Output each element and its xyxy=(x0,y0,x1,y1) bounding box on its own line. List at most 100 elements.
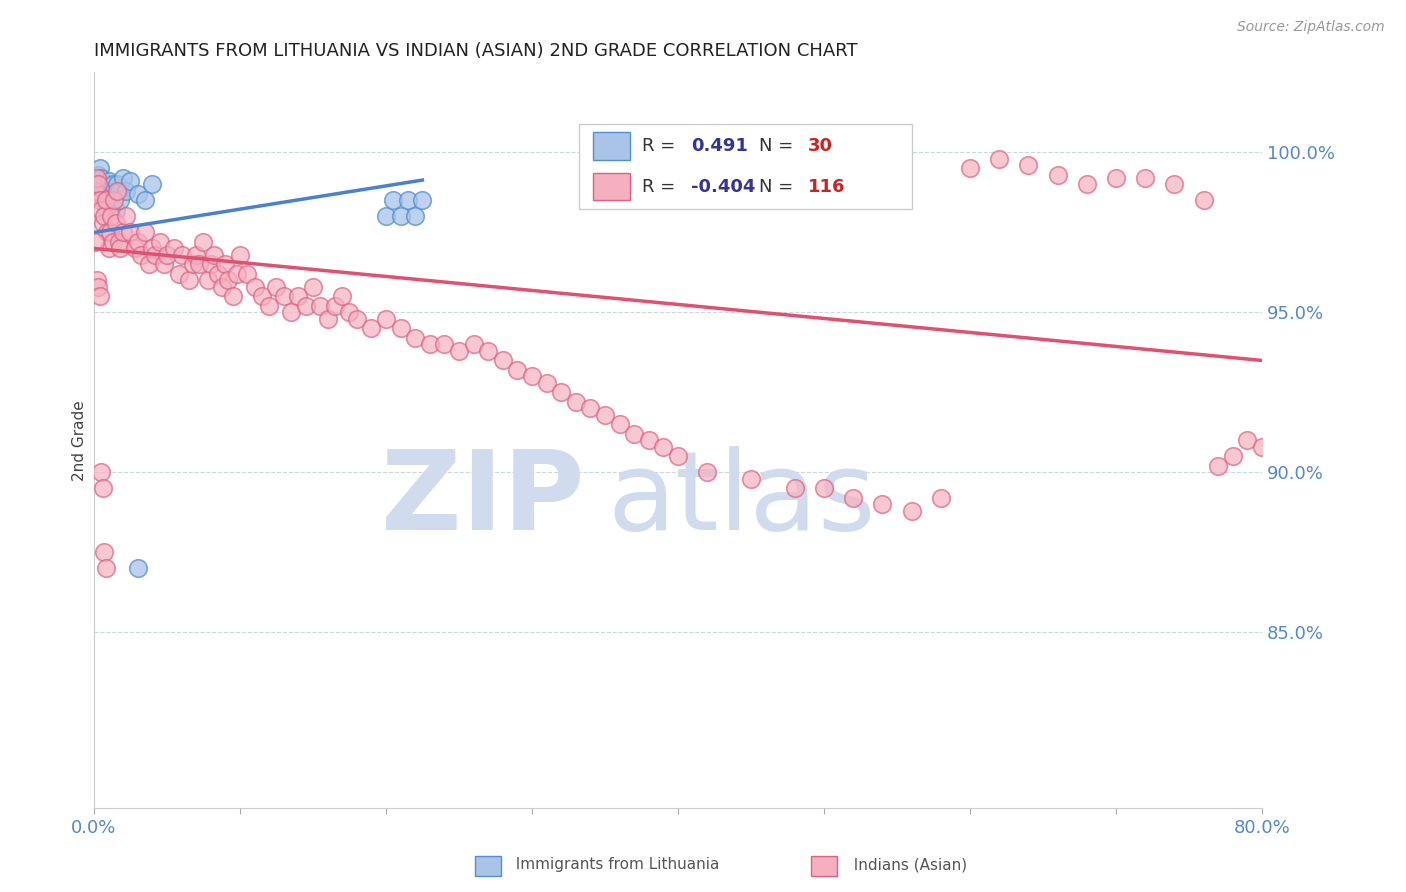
Point xyxy=(86,171,108,186)
Point xyxy=(134,226,156,240)
Point xyxy=(637,434,659,448)
Point xyxy=(257,299,280,313)
Point xyxy=(1163,178,1185,192)
Point xyxy=(94,194,117,208)
Point xyxy=(1251,440,1274,454)
Point xyxy=(124,242,146,256)
Point xyxy=(813,482,835,496)
Text: N =: N = xyxy=(758,137,799,155)
Point xyxy=(96,226,118,240)
Point xyxy=(97,242,120,256)
Point xyxy=(170,248,193,262)
Point xyxy=(1236,434,1258,448)
Point xyxy=(652,440,675,454)
Point xyxy=(226,267,249,281)
Point xyxy=(411,194,433,208)
Point xyxy=(1105,171,1128,186)
Point xyxy=(101,235,124,249)
Y-axis label: 2nd Grade: 2nd Grade xyxy=(72,400,87,481)
Point xyxy=(89,194,111,208)
Point xyxy=(374,210,396,224)
Point xyxy=(115,210,138,224)
Point xyxy=(143,248,166,262)
Point xyxy=(330,289,353,303)
Point xyxy=(105,184,128,198)
Point xyxy=(91,482,114,496)
Point xyxy=(404,331,426,345)
Point xyxy=(236,267,259,281)
Point xyxy=(447,343,470,358)
Point xyxy=(550,385,572,400)
Point xyxy=(188,257,211,271)
Point xyxy=(112,226,135,240)
Point xyxy=(579,401,602,416)
Point xyxy=(167,267,190,281)
Point xyxy=(214,257,236,271)
Point xyxy=(181,257,204,271)
Point xyxy=(266,280,288,294)
Point xyxy=(1133,171,1156,186)
Text: atlas: atlas xyxy=(607,446,876,553)
Point xyxy=(988,152,1011,166)
Point xyxy=(492,353,515,368)
Point xyxy=(433,337,456,351)
Point xyxy=(120,174,142,188)
Point xyxy=(374,311,396,326)
Point xyxy=(86,273,108,287)
Text: Indians (Asian): Indians (Asian) xyxy=(844,857,967,872)
Point xyxy=(280,305,302,319)
Point xyxy=(127,187,149,202)
Point xyxy=(346,311,368,326)
Point xyxy=(872,498,894,512)
Text: 30: 30 xyxy=(807,137,832,155)
Point xyxy=(107,184,129,198)
Point xyxy=(1192,194,1215,208)
Point xyxy=(98,187,121,202)
Point xyxy=(929,491,952,505)
Point xyxy=(197,273,219,287)
Point xyxy=(211,280,233,294)
Point xyxy=(163,242,186,256)
Point xyxy=(84,235,107,249)
Point xyxy=(93,194,115,208)
Point xyxy=(94,561,117,575)
Point xyxy=(339,305,361,319)
Point xyxy=(593,408,616,422)
Point xyxy=(463,337,485,351)
Point xyxy=(112,171,135,186)
Point xyxy=(740,472,762,486)
Point xyxy=(93,545,115,559)
Bar xyxy=(593,173,630,200)
Text: Immigrants from Lithuania: Immigrants from Lithuania xyxy=(506,857,720,872)
Point xyxy=(91,184,114,198)
Point xyxy=(202,248,225,262)
Point xyxy=(309,299,332,313)
Point xyxy=(200,257,222,271)
Point xyxy=(90,202,112,217)
Point xyxy=(153,257,176,271)
Point xyxy=(127,561,149,575)
Point xyxy=(87,168,110,182)
Point xyxy=(93,210,115,224)
Point xyxy=(141,242,163,256)
Point xyxy=(250,289,273,303)
Point xyxy=(323,299,346,313)
Point xyxy=(115,184,138,198)
Text: 0.491: 0.491 xyxy=(690,137,748,155)
Point xyxy=(149,235,172,249)
Bar xyxy=(593,132,630,160)
Point xyxy=(97,174,120,188)
Point xyxy=(959,161,981,176)
Point xyxy=(127,235,149,249)
Point xyxy=(138,257,160,271)
Point xyxy=(842,491,865,505)
Point xyxy=(302,280,325,294)
Point xyxy=(229,248,252,262)
Point xyxy=(1076,178,1098,192)
Point xyxy=(623,427,645,442)
Text: Source: ZipAtlas.com: Source: ZipAtlas.com xyxy=(1237,20,1385,34)
Point xyxy=(101,178,124,192)
Text: -0.404: -0.404 xyxy=(690,178,755,195)
Point xyxy=(96,184,118,198)
Point xyxy=(86,178,108,192)
